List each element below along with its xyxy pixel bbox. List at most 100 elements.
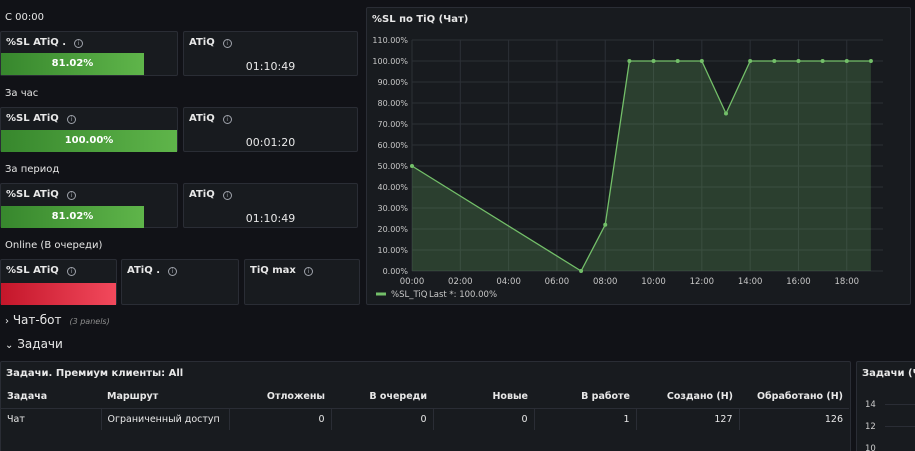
table-cell: 126 — [824, 413, 843, 425]
x-tick-label: 16:00 — [786, 277, 811, 287]
series-line — [411, 60, 871, 272]
info-icon[interactable]: i — [66, 115, 76, 124]
chart-title: %SL по TiQ (Чат) — [372, 14, 469, 25]
row-chatbot[interactable]: › Чат-бот (3 panels) — [5, 313, 110, 327]
info-icon[interactable]: i — [222, 39, 232, 48]
col-header[interactable]: Маршрут — [101, 386, 229, 409]
col-header[interactable]: В очереди — [331, 386, 433, 409]
sl-atiq-hour-panel[interactable]: %SL ATiQ i 100.00% — [0, 107, 178, 152]
chevron-down-icon: ⌄ — [5, 340, 14, 351]
col-header[interactable]: Обработано (Н) — [739, 386, 849, 409]
tasks-table: Задача Маршрут Отложены В очереди Новые … — [1, 386, 849, 430]
sl-atiq-since-panel[interactable]: %SL ATiQ . i 81.02% — [0, 31, 178, 76]
sl-tiq-chart-panel[interactable]: %SL по TiQ (Чат) 0.00% 10.00% 20.00% 30.00%… — [366, 7, 911, 305]
table-cell: 0 — [331, 408, 434, 430]
info-icon[interactable]: i — [222, 115, 232, 124]
y-tick-label: 0.00% — [383, 267, 409, 276]
col-header[interactable]: Новые — [433, 386, 534, 409]
col-header[interactable]: Задача — [1, 386, 101, 409]
section-since-midnight: С 00:00 — [5, 12, 44, 23]
panel-title: ATiQ — [189, 37, 215, 48]
table-cell: 127 — [636, 408, 740, 430]
section-online-queue: Online (В очереди) — [5, 240, 103, 251]
row-title: Задачи — [17, 337, 63, 351]
data-point — [699, 59, 704, 63]
tasks-chat-panel[interactable]: Задачи (Чат) 14 12 10 — [856, 361, 915, 451]
x-tick-label: 14:00 — [738, 277, 763, 287]
table-title: Задачи. Премиум клиенты: All — [6, 368, 184, 379]
data-point — [651, 59, 656, 63]
table-cell: 0 — [229, 408, 332, 430]
x-tick-label: 10:00 — [641, 277, 666, 287]
atiq-value: 01:10:49 — [245, 212, 296, 225]
series-area — [412, 61, 871, 271]
panel-title: ATiQ — [189, 113, 215, 124]
y-tick-label: 14 — [865, 400, 876, 410]
atiq-since-panel[interactable]: ATiQ i 01:10:49 — [183, 31, 358, 76]
y-tick-label: 40.00% — [377, 183, 408, 192]
data-point — [579, 269, 584, 273]
panel-title: %SL ATiQ . — [6, 37, 67, 48]
x-tick-label: 18:00 — [835, 277, 860, 287]
col-header[interactable]: Отложены — [229, 386, 331, 409]
tasks-table-panel[interactable]: Задачи. Премиум клиенты: All Задача Марш… — [0, 361, 851, 451]
data-point — [796, 59, 801, 63]
panel-title: %SL ATiQ — [6, 113, 59, 124]
sl-atiq-period-panel[interactable]: %SL ATiQ i 81.02% — [0, 183, 178, 228]
data-point — [820, 59, 825, 63]
atiq-value: 00:01:20 — [245, 136, 296, 149]
info-icon[interactable]: i — [168, 267, 177, 276]
panel-title: TiQ max — [250, 265, 296, 276]
y-tick-label: 10.00% — [377, 246, 408, 255]
y-tick-label: 70.00% — [377, 120, 408, 129]
y-tick-label: 100.00% — [372, 57, 408, 66]
sl-bar: 81.02% — [1, 53, 144, 75]
y-tick-label: 12 — [865, 422, 876, 432]
data-point — [627, 59, 632, 63]
y-tick-label: 60.00% — [377, 141, 408, 150]
panel-title: ATiQ . — [127, 265, 160, 276]
grid-line — [885, 426, 915, 427]
sl-value: 81.02% — [51, 58, 94, 69]
info-icon[interactable]: i — [74, 39, 84, 48]
sl-bar-red — [1, 283, 116, 305]
legend-stat: Last *: 100.00% — [429, 290, 497, 300]
y-tick-label: 20.00% — [377, 225, 408, 234]
atiq-hour-panel[interactable]: ATiQ i 00:01:20 — [183, 107, 358, 152]
sl-bar: 100.00% — [1, 130, 177, 152]
atiq-period-panel[interactable]: ATiQ i 01:10:49 — [183, 183, 358, 228]
section-period: За период — [5, 164, 60, 175]
data-point — [748, 59, 753, 63]
data-point — [844, 59, 849, 63]
chevron-right-icon: › — [5, 316, 9, 327]
table-cell: 1 — [534, 408, 637, 430]
sl-atiq-online-panel[interactable]: %SL ATiQ i — [0, 259, 117, 305]
y-tick-label: 90.00% — [377, 78, 408, 87]
x-tick-label: 02:00 — [448, 277, 473, 287]
data-point — [772, 59, 777, 63]
col-header[interactable]: Создано (Н) — [636, 386, 739, 409]
y-tick-label: 110.00% — [372, 36, 408, 45]
panel-title: ATiQ — [189, 189, 215, 200]
tiq-max-panel[interactable]: TiQ max i — [244, 259, 360, 305]
legend-label: %SL_TiQ — [391, 290, 428, 300]
table-row[interactable]: Чат Ограниченный доступ 0 0 0 1 127 126 — [1, 408, 849, 430]
sl-value: 100.00% — [64, 135, 114, 146]
atiq-online-panel[interactable]: ATiQ . i — [121, 259, 239, 305]
x-tick-label: 06:00 — [545, 277, 570, 287]
info-icon[interactable]: i — [66, 191, 76, 200]
y-tick-label: 30.00% — [377, 204, 408, 213]
panel-title: %SL ATiQ — [6, 189, 59, 200]
data-point — [868, 59, 873, 63]
side-panel-title: Задачи (Чат) — [862, 368, 915, 379]
sl-tiq-chart: 0.00% 10.00% 20.00% 30.00% 40.00% 50.00% 60.00… — [372, 36, 883, 300]
data-point — [603, 222, 608, 227]
info-icon[interactable]: i — [303, 267, 313, 276]
info-icon[interactable]: i — [222, 191, 232, 200]
info-icon[interactable]: i — [66, 267, 76, 276]
section-last-hour: За час — [5, 88, 39, 99]
x-tick-label: 04:00 — [496, 277, 520, 287]
col-header[interactable]: В работе — [534, 386, 636, 409]
row-tasks[interactable]: ⌄ Задачи — [5, 337, 63, 351]
grid-line — [885, 404, 915, 405]
